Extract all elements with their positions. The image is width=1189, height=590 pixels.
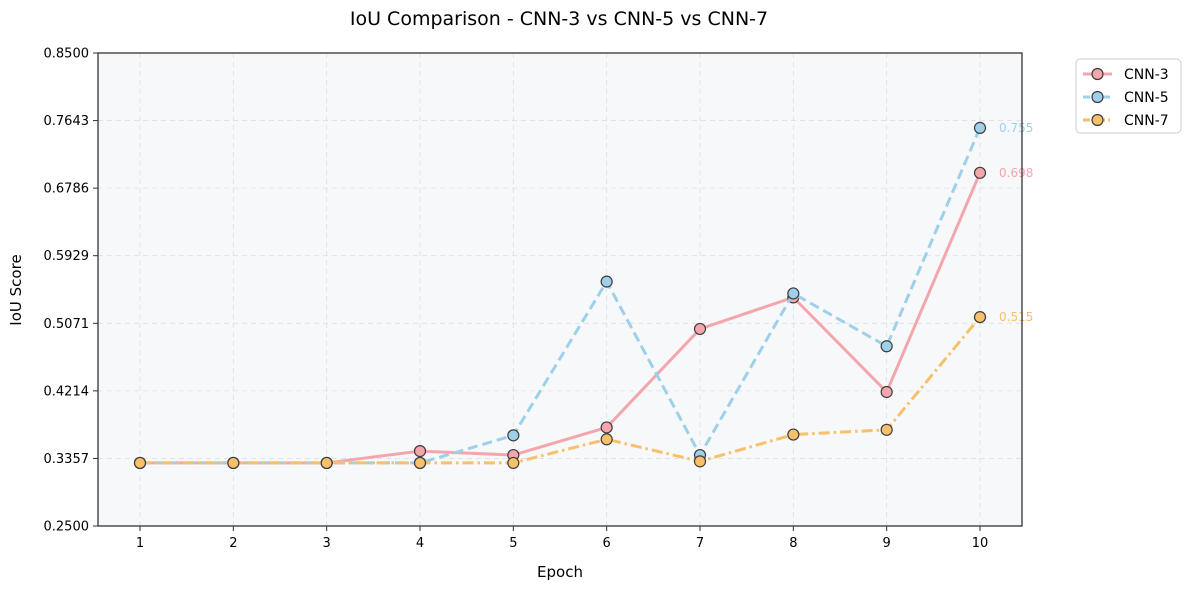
y-tick-label: 0.6786: [44, 182, 90, 197]
x-axis: 1 2 3 4 5 6 7 8 9 10: [136, 526, 988, 551]
plot-area: [98, 53, 1022, 526]
y-axis-label: IoU Score: [7, 254, 25, 325]
legend-marker: [1091, 90, 1104, 104]
y-tick-label: 0.4214: [44, 384, 90, 399]
data-point: [693, 455, 707, 468]
data-point: [227, 456, 240, 470]
legend-label: CNN-7: [1124, 113, 1169, 129]
y-tick-label: 0.2500: [44, 520, 90, 535]
data-point: [787, 287, 800, 300]
x-tick-label: 9: [883, 536, 891, 551]
end-value-label: 0.698: [999, 166, 1033, 180]
data-point: [600, 275, 613, 288]
data-point: [133, 456, 147, 470]
end-value-label: 0.515: [999, 310, 1033, 324]
data-point: [880, 340, 893, 353]
data-point: [600, 421, 613, 434]
data-point: [600, 433, 613, 446]
x-tick-label: 4: [416, 536, 424, 551]
series-layer: 0.698 0.755 0.515: [133, 121, 1033, 470]
data-point: [787, 428, 800, 441]
x-tick-label: 1: [136, 536, 144, 551]
y-axis: 0.2500 0.3357 0.4214 0.5071 0.5929 0.6786 0.76…: [44, 47, 98, 535]
legend-marker: [1091, 113, 1104, 127]
y-tick-label: 0.8500: [44, 47, 90, 62]
data-point: [507, 429, 520, 442]
x-axis-label: Epoch: [537, 563, 583, 581]
x-tick-label: 10: [972, 536, 989, 551]
x-tick-label: 6: [603, 536, 611, 551]
x-tick-label: 5: [509, 536, 517, 551]
data-point: [973, 310, 987, 324]
chart-title: IoU Comparison - CNN-3 vs CNN-5 vs CNN-7: [350, 8, 768, 30]
series-line: [140, 316, 982, 465]
y-tick-label: 0.5929: [44, 249, 90, 264]
data-point: [320, 456, 333, 470]
end-value-label: 0.755: [999, 121, 1033, 135]
data-point: [973, 121, 987, 134]
x-tick-label: 3: [323, 536, 331, 551]
data-point: [413, 456, 427, 470]
plot-frame: [97, 52, 1023, 527]
y-tick-label: 0.5071: [44, 317, 90, 332]
x-tick-label: 2: [229, 536, 237, 551]
legend-label: CNN-3: [1124, 67, 1169, 83]
data-point: [973, 166, 987, 179]
data-point: [880, 385, 893, 399]
x-tick-label: 7: [696, 536, 704, 551]
legend-label: CNN-5: [1124, 90, 1169, 106]
data-point: [413, 445, 427, 458]
legend-marker: [1091, 67, 1104, 81]
legend: CNN-3 CNN-5 CNN-7: [1075, 58, 1182, 134]
y-tick-label: 0.3357: [44, 452, 90, 467]
y-tick-label: 0.7643: [44, 114, 90, 129]
data-point: [880, 423, 893, 436]
data-point: [507, 456, 520, 470]
x-tick-label: 8: [789, 536, 797, 551]
data-point: [693, 322, 707, 336]
series-cnn-7: 0.515: [133, 310, 1033, 470]
